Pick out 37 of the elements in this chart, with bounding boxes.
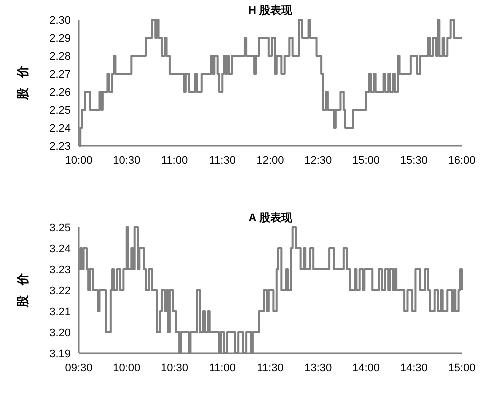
- x-tick-label: 09:30: [65, 362, 93, 374]
- y-tick-label: 3.23: [50, 264, 71, 276]
- y-axis-title: 股 价: [16, 272, 30, 309]
- y-tick-label: 2.23: [50, 141, 71, 153]
- x-tick-label: 12:30: [304, 155, 332, 167]
- x-tick-label: 10:30: [113, 155, 141, 167]
- x-tick-label: 16:00: [448, 155, 476, 167]
- x-tick-label: 10:30: [160, 362, 189, 374]
- y-tick-label: 2.30: [50, 15, 71, 27]
- y-tick-label: 3.22: [50, 286, 71, 298]
- y-tick-label: 2.29: [50, 33, 71, 45]
- x-tick-label: 12:00: [256, 155, 284, 167]
- x-tick-label: 14:00: [352, 362, 380, 374]
- x-tick-label: 10:00: [65, 155, 93, 167]
- y-tick-label: 3.19: [50, 348, 71, 360]
- x-tick-label: 11:30: [257, 362, 284, 374]
- y-tick-label: 2.24: [50, 123, 71, 135]
- y-tick-label: 2.28: [50, 51, 71, 63]
- x-tick-label: 15:30: [400, 155, 428, 167]
- y-tick-label: 2.25: [50, 105, 71, 117]
- y-tick-label: 2.26: [50, 87, 71, 99]
- y-tick-label: 3.25: [50, 222, 71, 234]
- y-tick-label: 3.20: [50, 328, 71, 340]
- x-tick-label: 15:00: [352, 155, 380, 167]
- x-tick-label: 11:00: [161, 155, 188, 167]
- y-tick-label: 2.27: [50, 69, 71, 81]
- x-tick-label: 15:00: [448, 362, 476, 374]
- x-tick-label: 11:30: [209, 155, 236, 167]
- x-tick-label: 13:30: [304, 362, 332, 374]
- x-tick-label: 14:30: [400, 362, 428, 374]
- chart-title: H 股表现: [248, 4, 294, 17]
- chart-title: A 股表现: [248, 212, 294, 224]
- y-tick-label: 3.21: [50, 306, 71, 318]
- y-tick-label: 3.24: [50, 244, 71, 256]
- y-axis-title: 股 价: [16, 65, 30, 102]
- x-tick-label: 10:00: [113, 362, 141, 374]
- x-tick-label: 11:00: [209, 362, 236, 374]
